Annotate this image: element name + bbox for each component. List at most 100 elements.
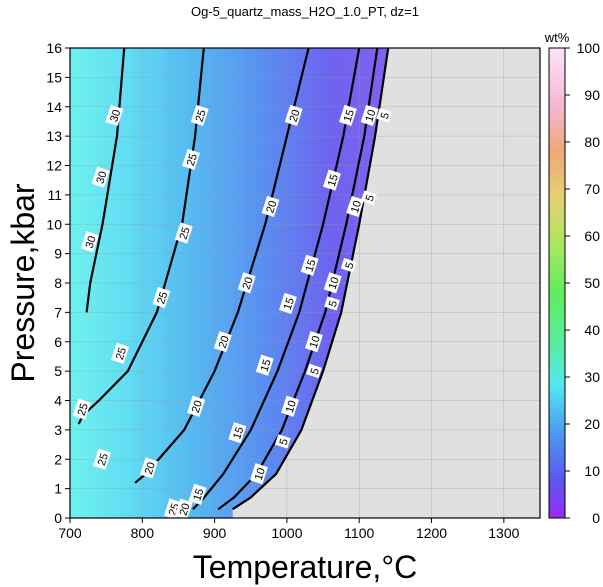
contour-label-bg [187, 395, 205, 417]
contour-label-bg [361, 190, 377, 205]
contour-label-bg [281, 395, 299, 417]
colorbar-label: wt% [544, 30, 570, 45]
x-axis: 700 800 900 1000 1100 1200 1300 [58, 518, 520, 541]
contour-label: 10 [323, 272, 342, 294]
contour-label: 30 [80, 231, 99, 253]
contour-label-text: 25 [96, 452, 111, 467]
contour-label-bg [188, 483, 207, 505]
contour-label-text: 15 [259, 358, 274, 373]
contour-label: 20 [140, 457, 158, 479]
colorbar-tick-label: 70 [584, 181, 600, 197]
y-tick-label: 2 [54, 451, 62, 467]
contour-label-bg [255, 354, 274, 376]
contour-label-bg [338, 104, 357, 127]
contour-label-bg [278, 292, 297, 315]
contour-label-text: 20 [143, 461, 158, 476]
contour-label-text: 20 [264, 199, 279, 214]
x-axis-label: Temperature,°C [193, 549, 417, 585]
contour-label-text: 15 [231, 425, 246, 440]
contour-label-bg [376, 108, 392, 123]
x-tick-label: 1200 [416, 525, 447, 541]
y-tick-label: 9 [54, 246, 62, 262]
contour-label-bg [93, 448, 111, 470]
contour-label: 25 [93, 448, 111, 470]
contour-label-text: 5 [343, 261, 356, 271]
contour-label: 25 [182, 148, 200, 171]
contour-label-text: 10 [253, 467, 268, 482]
y-tick-label: 8 [54, 275, 62, 291]
contour-label-bg [360, 104, 379, 127]
contour-label: 15 [278, 292, 297, 315]
contour-label-text: 20 [190, 399, 205, 414]
contour-label-text: 25 [155, 290, 170, 305]
contour-label: 20 [284, 104, 303, 127]
y-tick-label: 11 [47, 187, 62, 203]
contour-label: 10 [281, 395, 299, 417]
contour-label: 25 [174, 222, 193, 244]
contour-label-bg [284, 104, 303, 127]
contour-label-bg [304, 331, 323, 353]
colorbar-ticks: 0 10 20 30 40 50 60 70 80 90 100 [565, 40, 600, 526]
x-tick-label: 900 [203, 525, 227, 541]
y-tick-label: 0 [54, 510, 62, 526]
contour-label: 15 [228, 422, 247, 444]
contour-label-bg [237, 272, 256, 294]
colorbar-tick-label: 10 [584, 463, 600, 479]
contour-label: 20 [237, 272, 256, 294]
x-tick-label: 1300 [488, 525, 519, 541]
y-tick-label: 12 [46, 158, 62, 174]
contour-label-text: 15 [191, 487, 206, 502]
contour-label: 25 [72, 398, 91, 420]
x-tick-label: 1100 [344, 525, 374, 541]
contour-label-text: 25 [114, 346, 129, 361]
contour-label-text: 5 [364, 193, 377, 203]
contour-label-bg [228, 422, 247, 444]
contour-label: 5 [361, 190, 377, 205]
grid [70, 48, 540, 518]
contour-label-text: 5 [278, 437, 291, 447]
y-tick-label: 13 [46, 128, 62, 144]
contour-label-bg [323, 169, 341, 191]
contour-label-bg [174, 498, 193, 518]
contour-label-text: 10 [349, 199, 364, 214]
colorbar-tick-label: 0 [592, 510, 600, 526]
contour-line-15 [192, 48, 361, 510]
contour-label: 15 [255, 354, 274, 376]
contour-label-bg [152, 286, 171, 309]
x-tick-label: 1000 [271, 525, 302, 541]
contour-label-text: 20 [288, 108, 303, 123]
contour-label: 10 [249, 463, 268, 485]
contour-line-5 [232, 48, 390, 511]
contour-label: 5 [324, 296, 340, 311]
contour-label: 30 [105, 104, 124, 127]
y-tick-label: 4 [54, 393, 62, 409]
contour-label-bg [174, 222, 193, 244]
contour-label-text: 5 [309, 367, 322, 377]
contour-label: 30 [91, 166, 110, 188]
colorbar-tick-label: 80 [584, 134, 600, 150]
x-tick-label: 700 [58, 525, 82, 541]
contour-label-text: 10 [308, 334, 323, 349]
x-tick-label: 800 [131, 525, 155, 541]
contour-label-bg [300, 254, 319, 276]
contour-label-bg [261, 195, 280, 218]
y-tick-label: 3 [54, 422, 62, 438]
contour-label-bg [324, 296, 340, 311]
contour-label-text: 10 [363, 108, 378, 123]
contour-label: 5 [340, 258, 357, 273]
contour-label-bg [306, 363, 322, 379]
chart-title: Og-5_quartz_mass_H2O_1.0_PT, dz=1 [191, 4, 419, 19]
contour-label-bg [346, 195, 365, 218]
y-tick-label: 5 [54, 363, 62, 379]
contour-label-bg [274, 434, 291, 449]
contour-label-bg [105, 104, 124, 127]
y-tick-label: 10 [46, 216, 62, 232]
contour-label-bg [80, 231, 99, 253]
contour-label-bg [249, 463, 268, 485]
contour-label: 10 [360, 104, 379, 127]
contour-label: 5 [376, 108, 392, 123]
y-tick-label: 7 [54, 304, 62, 320]
contour-label-bg [91, 166, 110, 188]
contour-label: 25 [152, 286, 171, 309]
contour-label-text: 25 [178, 226, 193, 241]
